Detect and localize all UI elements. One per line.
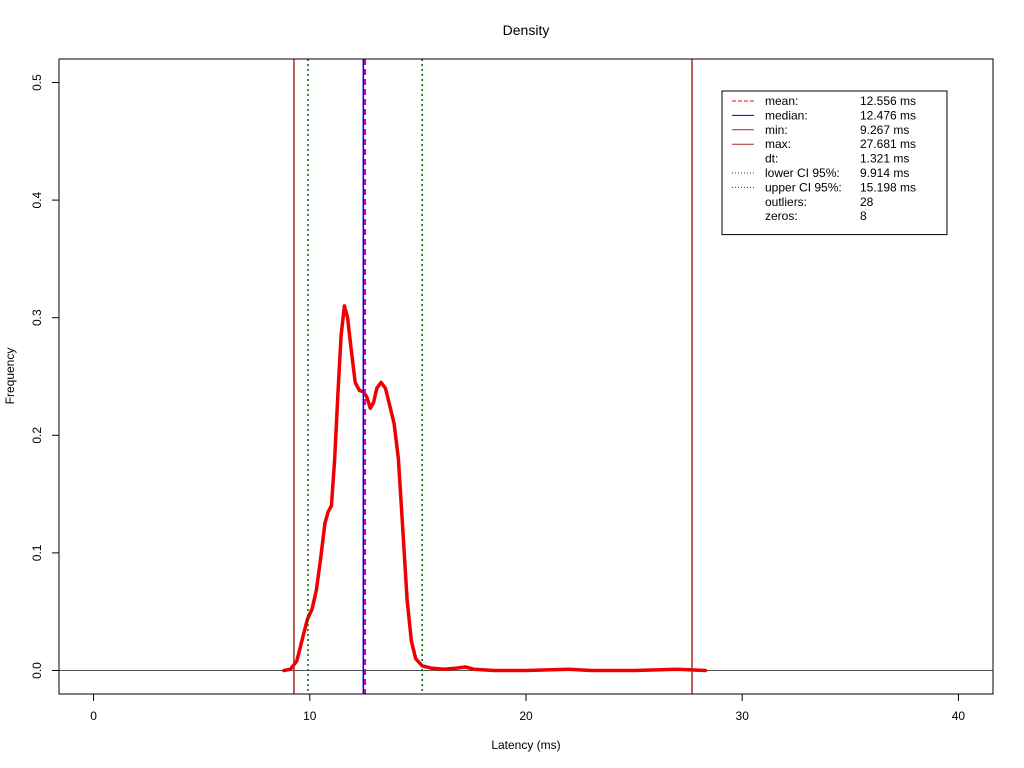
x-tick-label: 40 [952,709,966,723]
y-tick-label: 0.3 [30,309,44,326]
legend-label: mean: [765,94,798,108]
legend-label: outliers: [765,195,807,209]
legend-value: 9.267 ms [860,123,909,137]
legend-label: lower CI 95%: [765,166,840,180]
legend-value: 12.476 ms [860,108,916,122]
legend-label: zeros: [765,209,798,223]
y-tick-label: 0.4 [30,191,44,208]
legend-value: 27.681 ms [860,137,916,151]
legend-value: 28 [860,195,874,209]
legend-value: 8 [860,209,867,223]
plot-layer [59,59,993,694]
axes-layer: 0 10 20 30 40 0.0 0.1 0.2 0.3 0.4 0.5 [30,74,965,723]
legend: mean: 12.556 ms median: 12.476 ms min: 9.267 … [721,90,948,236]
x-tick-label: 20 [519,709,533,723]
y-tick-label: 0.1 [30,544,44,561]
x-tick-label: 0 [90,709,97,723]
y-tick-label: 0.0 [30,662,44,679]
legend-value: 9.914 ms [860,166,909,180]
density-curve [282,304,708,673]
x-tick-label: 30 [736,709,750,723]
legend-value: 12.556 ms [860,94,916,108]
legend-label: upper CI 95%: [765,180,842,194]
legend-value: 15.198 ms [860,180,916,194]
y-tick-label: 0.5 [30,74,44,91]
legend-label: median: [765,108,808,122]
chart-title: Density [503,22,550,38]
legend-label: min: [765,123,788,137]
legend-label: dt: [765,152,778,166]
x-tick-label: 10 [303,709,317,723]
y-axis-label: Frequency [3,348,17,405]
legend-box [721,90,948,236]
x-axis-label: Latency (ms) [491,738,560,752]
legend-label: max: [765,137,791,151]
y-tick-label: 0.2 [30,427,44,444]
legend-value: 1.321 ms [860,152,909,166]
